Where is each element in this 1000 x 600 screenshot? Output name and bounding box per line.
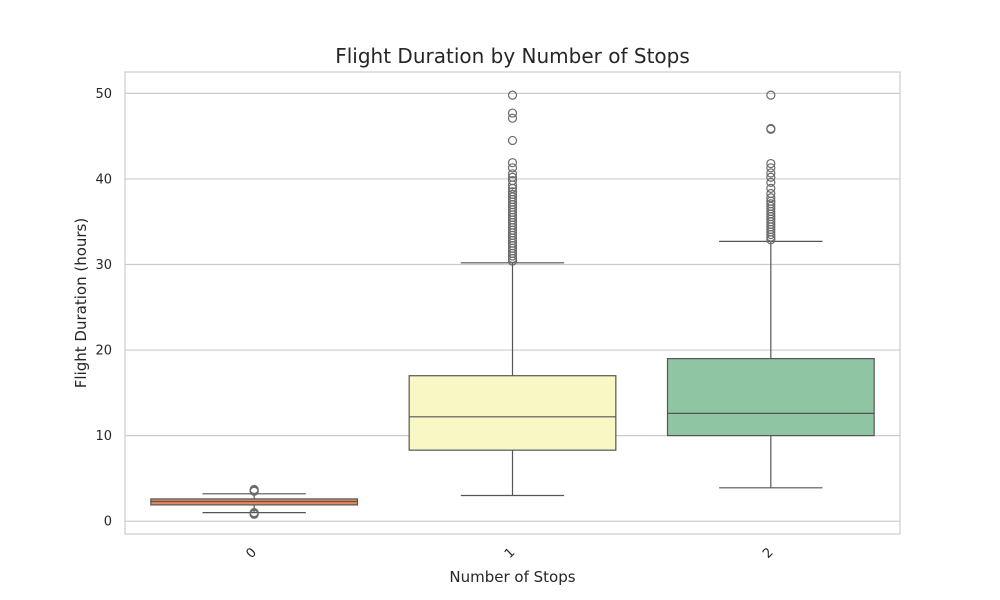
- box-category-1: [408, 90, 617, 497]
- y-tick-label: 40: [95, 172, 112, 187]
- outlier-point: [766, 177, 776, 187]
- plot-frame: [124, 71, 901, 535]
- outlier-point: [507, 187, 518, 197]
- outlier-point: [766, 183, 776, 193]
- y-tick-label: 0: [104, 515, 112, 530]
- outlier-point: [507, 176, 518, 186]
- y-tick-label: 30: [95, 258, 112, 273]
- outlier-point: [766, 172, 776, 182]
- box-category-2: [666, 90, 875, 489]
- outlier-point: [766, 188, 776, 199]
- outlier-point: [507, 108, 518, 118]
- outlier-point: [507, 163, 518, 173]
- outlier-point: [766, 163, 776, 173]
- box-category-0: [150, 484, 359, 519]
- y-tick-label: 50: [95, 87, 112, 102]
- y-ticks: 0 10 20 30 40 50: [95, 87, 112, 530]
- outlier-point: [507, 90, 518, 100]
- outlier-point: [507, 189, 518, 199]
- outlier-point: [507, 158, 518, 168]
- outlier-point: [507, 172, 518, 182]
- outlier-point: [507, 113, 518, 123]
- outlier-point: [766, 199, 776, 209]
- iqr-box: [408, 375, 617, 451]
- outlier-point: [766, 90, 776, 100]
- chart-title: Flight Duration by Number of Stops: [335, 44, 690, 68]
- x-axis-label: Number of Stops: [449, 568, 575, 586]
- outlier-point: [249, 508, 259, 518]
- outlier-point: [766, 168, 776, 178]
- outlier-point: [766, 123, 776, 134]
- y-tick-label: 20: [95, 344, 112, 359]
- outlier-point: [766, 158, 776, 169]
- outlier-point: [249, 484, 259, 495]
- outlier-point: [507, 169, 518, 179]
- y-tick-label: 10: [95, 429, 112, 444]
- outlier-point: [507, 135, 518, 146]
- outlier-point: [766, 193, 776, 203]
- boxes: [150, 90, 875, 519]
- y-axis-label: Flight Duration (hours): [72, 218, 90, 388]
- iqr-box: [666, 358, 875, 437]
